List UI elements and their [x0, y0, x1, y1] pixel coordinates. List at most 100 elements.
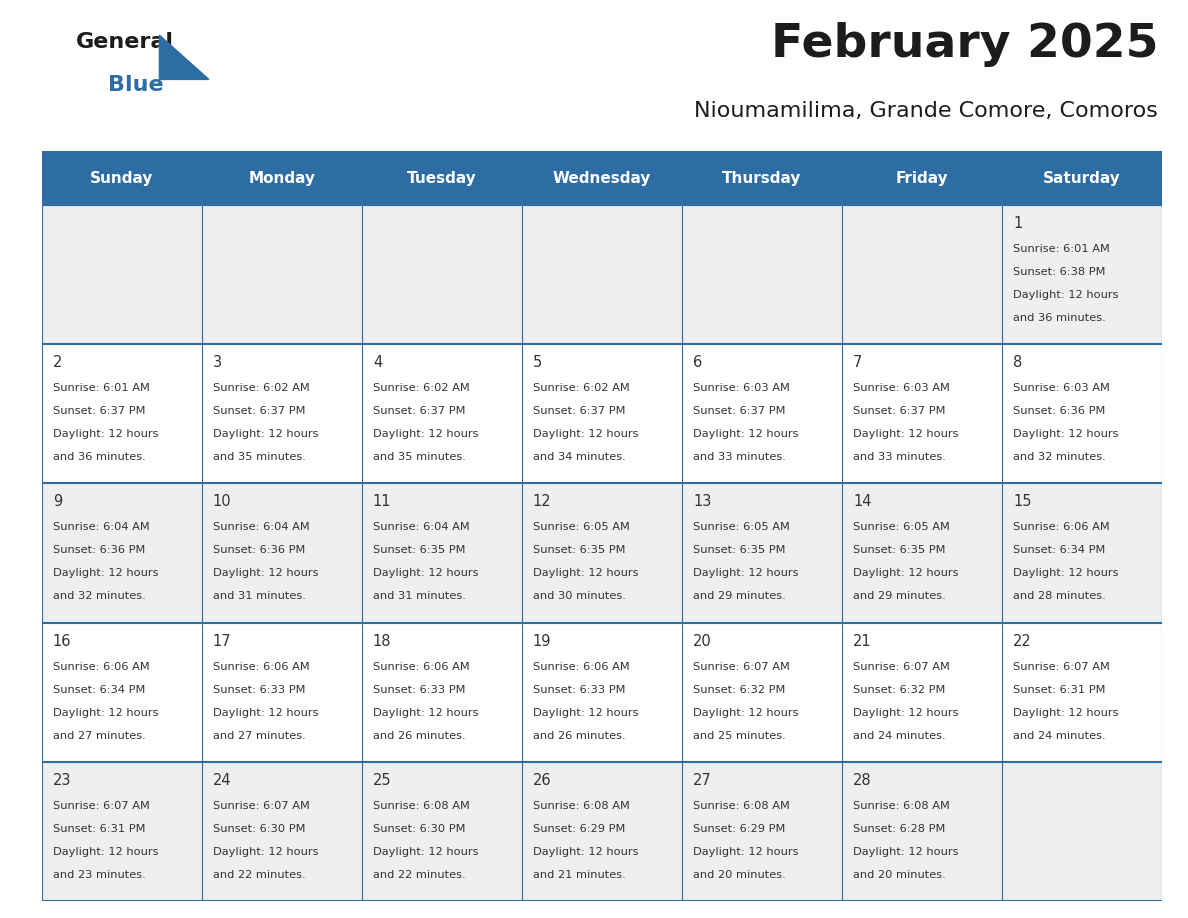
Text: and 22 minutes.: and 22 minutes.	[373, 870, 466, 880]
Bar	[42, 622, 202, 762]
Text: Friday: Friday	[896, 171, 948, 185]
Bar	[682, 205, 842, 344]
Text: 1: 1	[1013, 216, 1023, 230]
Text: Daylight: 12 hours: Daylight: 12 hours	[1013, 289, 1119, 299]
Text: Daylight: 12 hours: Daylight: 12 hours	[52, 847, 158, 857]
Text: Daylight: 12 hours: Daylight: 12 hours	[533, 568, 638, 578]
Text: Sunrise: 6:06 AM: Sunrise: 6:06 AM	[1013, 522, 1110, 532]
Text: and 20 minutes.: and 20 minutes.	[853, 870, 946, 880]
Text: Sunset: 6:37 PM: Sunset: 6:37 PM	[52, 406, 145, 416]
Text: Sunset: 6:38 PM: Sunset: 6:38 PM	[1013, 266, 1106, 276]
Text: 19: 19	[533, 633, 551, 649]
Text: Daylight: 12 hours: Daylight: 12 hours	[533, 708, 638, 718]
Text: February 2025: February 2025	[771, 22, 1158, 67]
Bar	[1001, 484, 1162, 622]
Text: Daylight: 12 hours: Daylight: 12 hours	[1013, 708, 1119, 718]
Text: Daylight: 12 hours: Daylight: 12 hours	[853, 708, 959, 718]
Text: and 26 minutes.: and 26 minutes.	[533, 731, 626, 741]
Bar	[42, 344, 202, 484]
Bar	[361, 762, 522, 901]
Text: Sunset: 6:35 PM: Sunset: 6:35 PM	[373, 545, 466, 555]
Bar	[522, 205, 682, 344]
Bar	[361, 344, 522, 484]
Text: Sunrise: 6:03 AM: Sunrise: 6:03 AM	[1013, 383, 1110, 393]
Text: and 30 minutes.: and 30 minutes.	[533, 591, 626, 601]
Text: 27: 27	[693, 773, 712, 789]
Bar	[522, 762, 682, 901]
Text: and 29 minutes.: and 29 minutes.	[853, 591, 946, 601]
Bar	[202, 762, 361, 901]
Text: 21: 21	[853, 633, 872, 649]
Bar	[842, 622, 1001, 762]
Text: 15: 15	[1013, 495, 1031, 509]
Text: 9: 9	[52, 495, 62, 509]
Text: Sunrise: 6:06 AM: Sunrise: 6:06 AM	[373, 662, 469, 672]
Text: Sunrise: 6:07 AM: Sunrise: 6:07 AM	[853, 662, 950, 672]
Text: Sunrise: 6:04 AM: Sunrise: 6:04 AM	[52, 522, 150, 532]
Text: and 33 minutes.: and 33 minutes.	[853, 452, 946, 462]
Text: Sunrise: 6:06 AM: Sunrise: 6:06 AM	[213, 662, 310, 672]
Bar	[202, 484, 361, 622]
Text: Daylight: 12 hours: Daylight: 12 hours	[1013, 568, 1119, 578]
Text: Sunset: 6:28 PM: Sunset: 6:28 PM	[853, 824, 946, 834]
Text: and 21 minutes.: and 21 minutes.	[533, 870, 626, 880]
Text: Daylight: 12 hours: Daylight: 12 hours	[373, 708, 479, 718]
Text: Daylight: 12 hours: Daylight: 12 hours	[373, 847, 479, 857]
Text: Daylight: 12 hours: Daylight: 12 hours	[52, 429, 158, 439]
Bar	[1001, 205, 1162, 344]
Text: Sunrise: 6:04 AM: Sunrise: 6:04 AM	[373, 522, 469, 532]
Text: and 27 minutes.: and 27 minutes.	[213, 731, 305, 741]
Text: Daylight: 12 hours: Daylight: 12 hours	[533, 429, 638, 439]
Text: Blue: Blue	[108, 75, 164, 95]
Text: Sunset: 6:33 PM: Sunset: 6:33 PM	[533, 685, 625, 695]
Bar	[42, 484, 202, 622]
Text: Sunrise: 6:08 AM: Sunrise: 6:08 AM	[373, 801, 469, 811]
Text: 11: 11	[373, 495, 391, 509]
Bar	[361, 622, 522, 762]
Text: Tuesday: Tuesday	[406, 171, 476, 185]
Bar	[42, 151, 1162, 205]
Text: Sunset: 6:35 PM: Sunset: 6:35 PM	[533, 545, 625, 555]
Text: Sunset: 6:36 PM: Sunset: 6:36 PM	[213, 545, 305, 555]
Text: and 20 minutes.: and 20 minutes.	[693, 870, 785, 880]
Bar	[42, 762, 202, 901]
Text: and 24 minutes.: and 24 minutes.	[853, 731, 946, 741]
Text: 14: 14	[853, 495, 872, 509]
Text: Nioumamilima, Grande Comore, Comoros: Nioumamilima, Grande Comore, Comoros	[695, 101, 1158, 121]
Text: 7: 7	[853, 355, 862, 370]
Text: Sunrise: 6:07 AM: Sunrise: 6:07 AM	[213, 801, 310, 811]
Text: Sunrise: 6:06 AM: Sunrise: 6:06 AM	[533, 662, 630, 672]
Text: and 34 minutes.: and 34 minutes.	[533, 452, 626, 462]
Text: and 27 minutes.: and 27 minutes.	[52, 731, 146, 741]
Text: Sunrise: 6:07 AM: Sunrise: 6:07 AM	[693, 662, 790, 672]
Text: Daylight: 12 hours: Daylight: 12 hours	[693, 708, 798, 718]
Bar	[682, 484, 842, 622]
Text: Sunset: 6:33 PM: Sunset: 6:33 PM	[373, 685, 466, 695]
Text: Sunset: 6:29 PM: Sunset: 6:29 PM	[693, 824, 785, 834]
Text: and 33 minutes.: and 33 minutes.	[693, 452, 785, 462]
Text: 4: 4	[373, 355, 383, 370]
Text: Sunrise: 6:07 AM: Sunrise: 6:07 AM	[52, 801, 150, 811]
Text: Sunset: 6:36 PM: Sunset: 6:36 PM	[1013, 406, 1105, 416]
Polygon shape	[159, 35, 209, 79]
Text: and 32 minutes.: and 32 minutes.	[1013, 452, 1106, 462]
Text: Daylight: 12 hours: Daylight: 12 hours	[533, 847, 638, 857]
Bar	[202, 344, 361, 484]
Text: Sunrise: 6:05 AM: Sunrise: 6:05 AM	[533, 522, 630, 532]
Text: Daylight: 12 hours: Daylight: 12 hours	[853, 568, 959, 578]
Text: Sunset: 6:37 PM: Sunset: 6:37 PM	[853, 406, 946, 416]
Text: Sunset: 6:31 PM: Sunset: 6:31 PM	[52, 824, 145, 834]
Text: Sunrise: 6:02 AM: Sunrise: 6:02 AM	[373, 383, 469, 393]
Text: Sunrise: 6:08 AM: Sunrise: 6:08 AM	[533, 801, 630, 811]
Text: Daylight: 12 hours: Daylight: 12 hours	[693, 429, 798, 439]
Text: Daylight: 12 hours: Daylight: 12 hours	[693, 847, 798, 857]
Text: Daylight: 12 hours: Daylight: 12 hours	[853, 847, 959, 857]
Text: and 24 minutes.: and 24 minutes.	[1013, 731, 1106, 741]
Text: and 29 minutes.: and 29 minutes.	[693, 591, 785, 601]
Text: Sunset: 6:33 PM: Sunset: 6:33 PM	[213, 685, 305, 695]
Bar	[842, 484, 1001, 622]
Text: Sunset: 6:36 PM: Sunset: 6:36 PM	[52, 545, 145, 555]
Text: Thursday: Thursday	[722, 171, 802, 185]
Text: Sunset: 6:34 PM: Sunset: 6:34 PM	[1013, 545, 1105, 555]
Bar	[361, 484, 522, 622]
